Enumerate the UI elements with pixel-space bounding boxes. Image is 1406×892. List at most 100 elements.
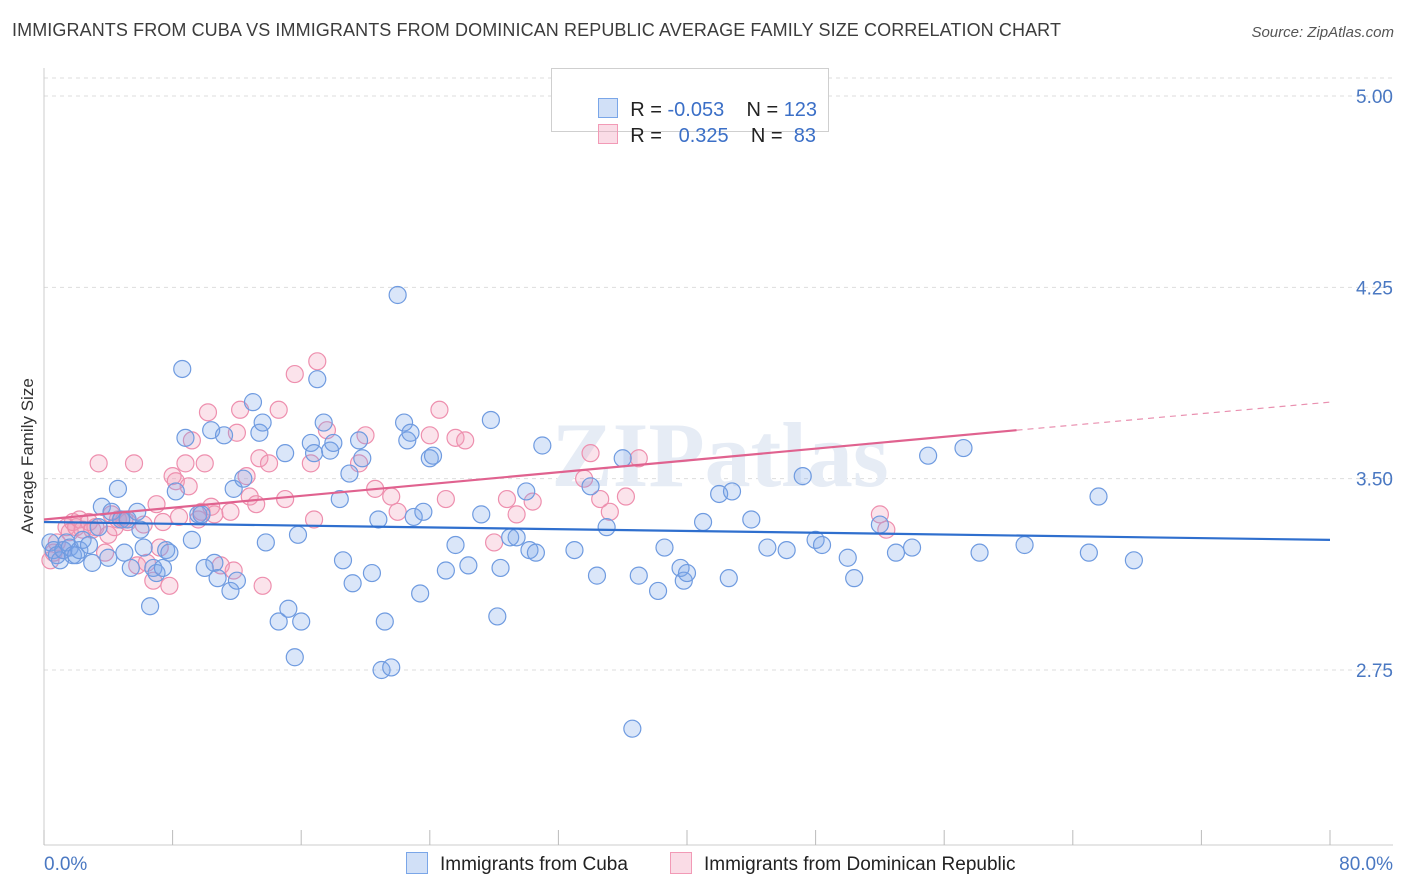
dr-point-73 <box>507 505 526 524</box>
series-cuba <box>41 285 1143 738</box>
cuba-point-112 <box>758 538 777 557</box>
axes <box>43 68 1393 846</box>
cuba-point-63 <box>333 551 353 570</box>
cuba-point-64 <box>340 464 359 483</box>
dr-point-57 <box>301 454 320 473</box>
cuba-point-88 <box>491 558 510 578</box>
cuba-point-55 <box>292 612 311 631</box>
cuba-point-51 <box>276 444 295 463</box>
dr-point-31 <box>163 467 182 486</box>
dr-point-44 <box>221 502 240 521</box>
cuba-point-12 <box>83 553 102 572</box>
dr-point-13 <box>89 454 108 473</box>
cuba-point-77 <box>404 507 423 527</box>
legend-swatch-cuba <box>598 98 619 118</box>
cuba-point-53 <box>285 648 304 667</box>
cuba-point-23 <box>131 520 150 539</box>
trend-line-dr <box>43 429 1017 521</box>
cuba-point-99 <box>613 449 632 468</box>
cuba-point-54 <box>288 525 308 544</box>
y-tick-label-1: 3.50 <box>1356 470 1393 491</box>
dr-point-22 <box>124 454 144 473</box>
cuba-point-49 <box>256 533 275 552</box>
cuba-point-94 <box>533 436 552 455</box>
cuba-point-8 <box>67 546 86 565</box>
cuba-point-59 <box>314 413 333 432</box>
source-label: Source: ZipAtlas.com <box>1251 24 1394 41</box>
cuba-point-125 <box>1015 535 1034 555</box>
bottom-legend-swatch-dr <box>670 852 692 874</box>
cuba-point-85 <box>472 505 491 524</box>
dr-point-79 <box>616 487 636 506</box>
cuba-point-72 <box>382 658 401 677</box>
cuba-point-83 <box>446 535 465 555</box>
cuba-point-44 <box>227 571 246 590</box>
legend-r-label-cuba: R = <box>630 99 662 121</box>
cuba-point-111 <box>742 510 761 529</box>
cuba-point-101 <box>629 566 648 585</box>
cuba-point-26 <box>144 558 163 578</box>
legend-swatch-dr <box>598 124 619 144</box>
cuba-point-21 <box>121 558 140 578</box>
cuba-point-33 <box>176 428 195 447</box>
cuba-point-41 <box>214 426 234 445</box>
dr-point-55 <box>276 489 295 509</box>
cuba-point-79 <box>414 502 433 521</box>
cuba-point-76 <box>401 423 420 442</box>
cuba-point-65 <box>343 574 362 593</box>
dr-point-39 <box>195 454 214 473</box>
y-tick-labels: 2.75 3.50 4.25 5.00 <box>1356 87 1393 682</box>
cuba-point-109 <box>719 569 738 588</box>
dr-point-29 <box>153 512 173 532</box>
dr-point-66 <box>420 426 439 445</box>
cuba-point-68 <box>362 563 382 583</box>
legend-n-value-dr: 83 <box>793 125 816 147</box>
cuba-point-69 <box>369 510 388 529</box>
cuba-point-29 <box>157 540 176 560</box>
cuba-point-56 <box>301 433 320 453</box>
dr-point-51 <box>250 449 269 468</box>
dr-point-78 <box>600 502 619 521</box>
cuba-point-67 <box>349 431 369 450</box>
bottom-legend-cuba: Immigrants from Cuba <box>406 852 628 876</box>
cuba-point-62 <box>330 489 349 509</box>
dr-point-74 <box>523 492 542 511</box>
cuba-point-46 <box>243 393 263 412</box>
dr-point-76 <box>581 444 600 463</box>
cuba-point-52 <box>279 599 298 618</box>
cuba-point-9 <box>70 540 89 560</box>
cuba-point-128 <box>1124 551 1143 570</box>
x-tick-label-min: 0.0% <box>44 854 87 875</box>
legend-row-dr: R = 0.325 N = 83 <box>576 101 816 147</box>
cuba-point-24 <box>134 538 153 557</box>
cuba-point-17 <box>108 479 128 498</box>
cuba-point-116 <box>812 535 832 555</box>
cuba-point-103 <box>655 538 674 557</box>
cuba-point-90 <box>507 528 526 547</box>
cuba-point-110 <box>722 482 742 501</box>
cuba-point-19 <box>115 543 134 562</box>
cuba-point-96 <box>581 477 600 496</box>
dr-point-71 <box>485 533 504 552</box>
cuba-point-121 <box>902 538 922 557</box>
cuba-point-93 <box>526 543 545 562</box>
cuba-point-74 <box>394 413 414 432</box>
chart-title: IMMIGRANTS FROM CUBA VS IMMIGRANTS FROM … <box>12 20 1062 40</box>
gridlines <box>44 77 1393 671</box>
cuba-point-82 <box>436 561 455 580</box>
y-tick-label-3: 5.00 <box>1356 87 1393 108</box>
watermark: ZIPatlas <box>551 404 888 506</box>
cuba-point-98 <box>597 518 616 537</box>
dr-point-70 <box>456 431 475 450</box>
cuba-point-11 <box>79 535 99 555</box>
cuba-point-71 <box>375 612 394 631</box>
cuba-point-34 <box>182 530 201 549</box>
cuba-point-122 <box>919 446 938 465</box>
bottom-legend-swatch-cuba <box>406 852 428 874</box>
dr-point-14 <box>95 543 115 562</box>
cuba-point-86 <box>481 410 500 430</box>
trend-line-dr-extension <box>1016 401 1331 431</box>
dr-point-81 <box>870 505 890 524</box>
x-tick-label-max: 80.0% <box>1339 854 1393 875</box>
cuba-point-25 <box>140 597 160 616</box>
